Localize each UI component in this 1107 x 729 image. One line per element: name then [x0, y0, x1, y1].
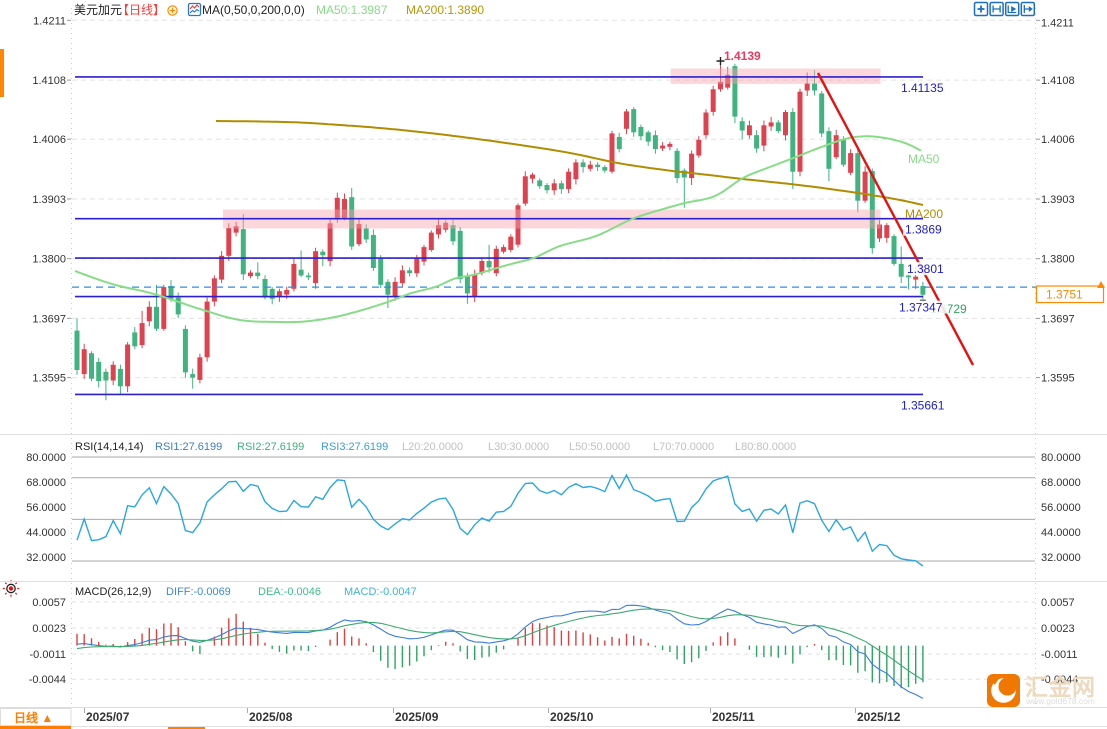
- svg-text:汇金网: 汇金网: [1025, 674, 1096, 700]
- svg-text:-0.0044: -0.0044: [29, 674, 66, 686]
- svg-text:MA200: MA200: [905, 207, 943, 221]
- svg-text:0.0023: 0.0023: [32, 623, 66, 635]
- svg-text:0.0057: 0.0057: [1041, 597, 1075, 609]
- svg-text:www.gold678.com: www.gold678.com: [1025, 696, 1095, 706]
- svg-text:MA200:1.3890: MA200:1.3890: [406, 3, 484, 17]
- svg-text:1.4006: 1.4006: [1041, 134, 1075, 146]
- svg-text:1.3800: 1.3800: [32, 254, 66, 266]
- svg-text:RSI3:27.6199: RSI3:27.6199: [321, 441, 388, 453]
- svg-text:1.4108: 1.4108: [1041, 75, 1075, 87]
- svg-text:68.0000: 68.0000: [26, 477, 66, 489]
- svg-text:0.0023: 0.0023: [1041, 623, 1075, 635]
- svg-text:RSI2:27.6199: RSI2:27.6199: [237, 441, 304, 453]
- svg-text:日线 ▲: 日线 ▲: [14, 710, 53, 725]
- svg-text:32.0000: 32.0000: [1041, 552, 1081, 564]
- svg-text:1.3697: 1.3697: [1041, 313, 1075, 325]
- svg-text:2025/11: 2025/11: [712, 710, 755, 724]
- svg-text:44.0000: 44.0000: [1041, 527, 1081, 539]
- svg-text:1.3800: 1.3800: [1041, 254, 1075, 266]
- svg-text:L30:30.0000: L30:30.0000: [488, 441, 549, 453]
- svg-text:1.4108: 1.4108: [32, 75, 66, 87]
- svg-text:0.0057: 0.0057: [32, 597, 66, 609]
- svg-text:MACD:-0.0047: MACD:-0.0047: [344, 586, 417, 598]
- svg-text:1.3595: 1.3595: [32, 373, 66, 385]
- svg-text:RSI1:27.6199: RSI1:27.6199: [155, 441, 222, 453]
- svg-text:1.3903: 1.3903: [32, 194, 66, 206]
- svg-text:2025/09: 2025/09: [395, 710, 439, 724]
- svg-text:32.0000: 32.0000: [26, 552, 66, 564]
- svg-text:80.0000: 80.0000: [1041, 452, 1081, 464]
- svg-text:L80:80.0000: L80:80.0000: [735, 441, 796, 453]
- svg-text:1.3801: 1.3801: [907, 262, 944, 276]
- svg-text:56.0000: 56.0000: [26, 502, 66, 514]
- svg-text:-0.0011: -0.0011: [1041, 649, 1078, 661]
- svg-text:美元加元: 美元加元: [74, 3, 122, 17]
- svg-text:1.35661: 1.35661: [901, 398, 945, 412]
- svg-text:MA50:1.3987: MA50:1.3987: [316, 3, 388, 17]
- svg-text:-0.0044: -0.0044: [1041, 674, 1078, 686]
- svg-text:MACD(26,12,9): MACD(26,12,9): [75, 586, 151, 598]
- svg-text:MA(0,50,0,200,0,0): MA(0,50,0,200,0,0): [202, 3, 305, 17]
- svg-text:【日线】: 【日线】: [117, 3, 165, 17]
- svg-text:68.0000: 68.0000: [1041, 477, 1081, 489]
- svg-text:1.41135: 1.41135: [901, 81, 944, 95]
- svg-text:L70:70.0000: L70:70.0000: [653, 441, 714, 453]
- svg-text:1.4139: 1.4139: [724, 49, 761, 63]
- svg-text:MA50: MA50: [908, 152, 940, 166]
- svg-text:1.4006: 1.4006: [32, 134, 66, 146]
- svg-text:L20:20.0000: L20:20.0000: [402, 441, 463, 453]
- svg-text:DIFF:-0.0069: DIFF:-0.0069: [166, 586, 231, 598]
- svg-text:DEA:-0.0046: DEA:-0.0046: [258, 586, 321, 598]
- svg-text:1.3595: 1.3595: [1041, 373, 1075, 385]
- svg-text:1.4211: 1.4211: [33, 15, 66, 27]
- svg-text:-0.0011: -0.0011: [30, 649, 67, 661]
- svg-text:80.0000: 80.0000: [26, 452, 66, 464]
- svg-text:RSI(14,14,14): RSI(14,14,14): [75, 441, 143, 453]
- svg-text:2025/08: 2025/08: [249, 710, 293, 724]
- svg-text:1.37347: 1.37347: [899, 301, 943, 315]
- svg-text:1.3751: 1.3751: [1046, 288, 1083, 302]
- svg-text:1.3903: 1.3903: [1041, 194, 1075, 206]
- svg-text:44.0000: 44.0000: [26, 527, 66, 539]
- svg-text:1.4211: 1.4211: [1041, 17, 1074, 29]
- svg-text:2025/10: 2025/10: [550, 710, 594, 724]
- svg-text:56.0000: 56.0000: [1041, 502, 1081, 514]
- svg-text:2025/12: 2025/12: [857, 710, 901, 724]
- svg-text:2025/07: 2025/07: [86, 710, 130, 724]
- svg-text:1.3697: 1.3697: [32, 313, 66, 325]
- svg-text:L50:50.0000: L50:50.0000: [569, 441, 630, 453]
- svg-text:1.3869: 1.3869: [905, 223, 942, 237]
